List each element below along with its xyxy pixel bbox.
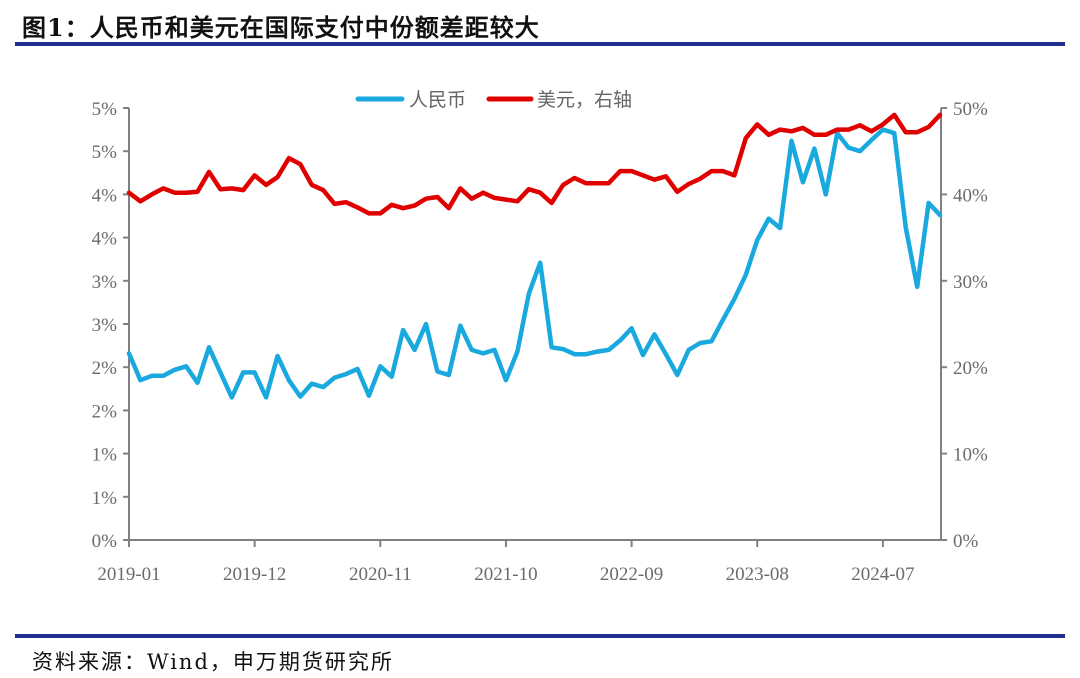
figure-title: 图1：人民币和美元在国际支付中份额差距较大	[22, 13, 540, 42]
left-axis-tick-label: 4%	[92, 185, 118, 206]
usd-series-line	[126, 112, 943, 216]
x-axis-tick-label: 2019-12	[223, 564, 286, 585]
right-axis-tick-label: 40%	[953, 185, 988, 206]
left-axis-tick-label: 1%	[92, 445, 118, 466]
legend-rmb-label: 人民币	[409, 89, 466, 111]
x-axis-tick-label: 2024-07	[851, 564, 914, 585]
source-divider	[15, 634, 1065, 638]
left-axis-tick-label: 5%	[92, 99, 118, 120]
left-axis-tick-label: 5%	[92, 142, 118, 163]
source-note: 资料来源：Wind，申万期货研究所	[32, 650, 394, 674]
right-axis-tick-label: 0%	[953, 531, 979, 552]
left-axis-tick-label: 0%	[92, 531, 118, 552]
right-axis-tick-label: 10%	[953, 445, 988, 466]
legend-usd-label: 美元，右轴	[537, 89, 632, 111]
right-axis-tick-label: 50%	[953, 99, 988, 120]
x-axis-tick-label: 2019-01	[97, 564, 160, 585]
x-axis-tick-label: 2020-11	[349, 564, 412, 585]
right-axis-tick-label: 30%	[953, 272, 988, 293]
left-axis-tick-label: 3%	[92, 315, 118, 336]
left-axis-tick-label: 3%	[92, 272, 118, 293]
left-axis-tick-label: 4%	[92, 229, 118, 250]
right-axis-tick-label: 20%	[953, 358, 988, 379]
title-divider	[15, 42, 1065, 46]
x-axis-tick-label: 2021-10	[474, 564, 537, 585]
x-axis-tick-label: 2023-08	[726, 564, 789, 585]
left-axis-tick-label: 1%	[92, 488, 118, 509]
rmb-series-line	[126, 127, 943, 400]
left-axis-tick-label: 2%	[92, 358, 118, 379]
x-axis-tick-label: 2022-09	[600, 564, 663, 585]
left-axis-tick-label: 2%	[92, 401, 118, 422]
